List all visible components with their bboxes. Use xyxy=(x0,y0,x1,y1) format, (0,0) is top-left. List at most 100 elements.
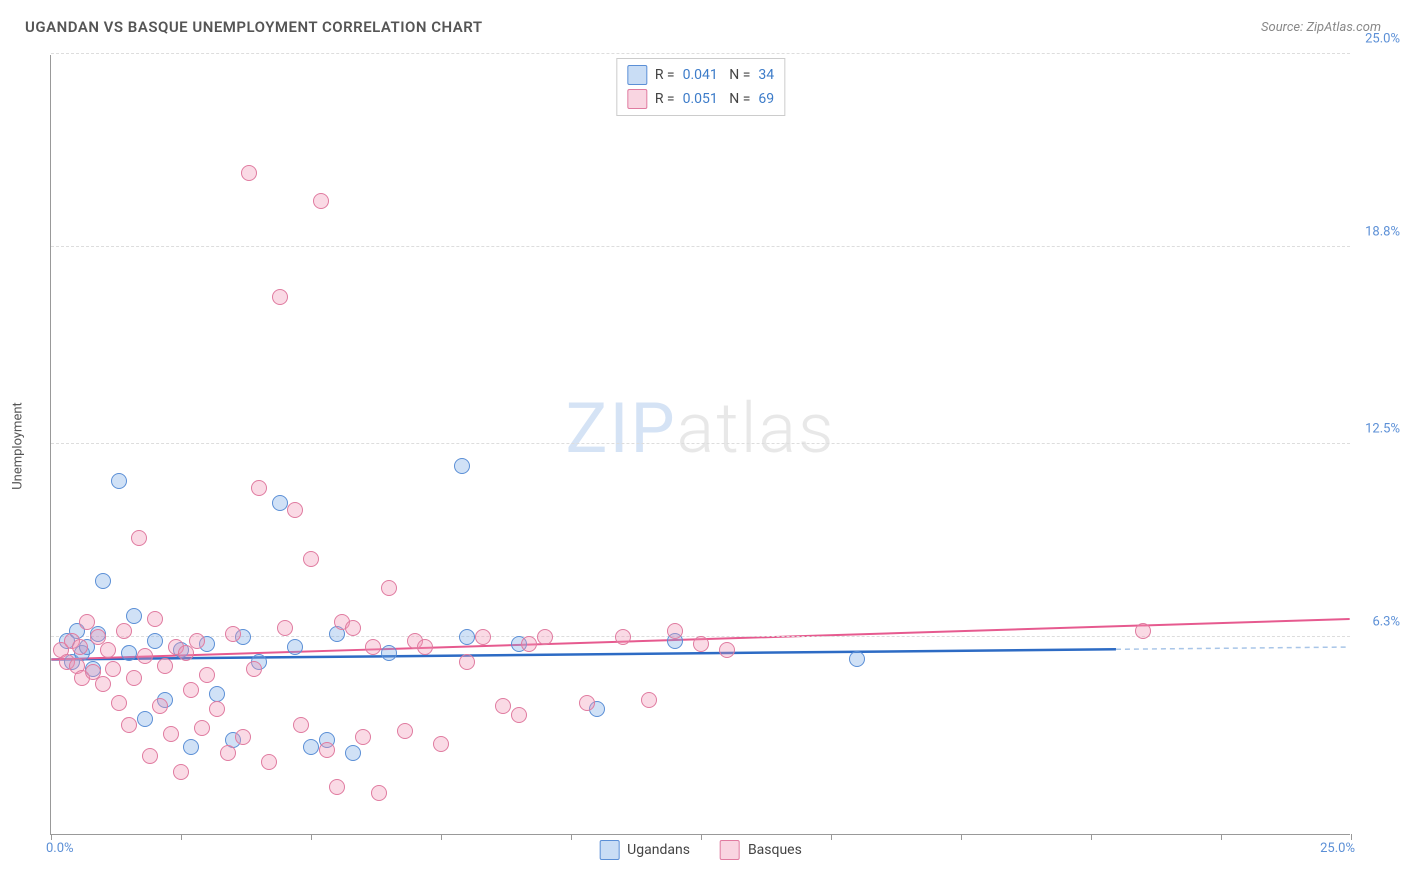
data-point-basques xyxy=(261,754,277,770)
xtick xyxy=(831,834,832,840)
data-point-ugandans xyxy=(345,745,361,761)
data-point-basques xyxy=(579,695,595,711)
n-value-ugandans: 34 xyxy=(758,67,774,83)
data-point-basques xyxy=(319,742,335,758)
chart-title: UGANDAN VS BASQUE UNEMPLOYMENT CORRELATI… xyxy=(25,18,483,36)
stats-row-ugandans: R = 0.041 N = 34 xyxy=(627,63,774,87)
x-origin-label: 0.0% xyxy=(46,841,74,856)
xtick xyxy=(1221,834,1222,840)
trend-line-ugandans xyxy=(51,649,1116,659)
data-point-basques xyxy=(121,717,137,733)
data-point-basques xyxy=(287,502,303,518)
data-point-basques xyxy=(641,692,657,708)
data-point-basques xyxy=(116,623,132,639)
xtick xyxy=(571,834,572,840)
r-label: R = xyxy=(655,91,675,107)
gridline xyxy=(51,443,1350,444)
data-point-ugandans xyxy=(147,633,163,649)
data-point-basques xyxy=(537,629,553,645)
data-point-basques xyxy=(235,729,251,745)
data-point-basques xyxy=(152,698,168,714)
xtick xyxy=(181,834,182,840)
ytick-label: 12.5% xyxy=(1365,422,1400,437)
data-point-basques xyxy=(615,629,631,645)
r-label: R = xyxy=(655,67,675,83)
data-point-ugandans xyxy=(381,645,397,661)
data-point-basques xyxy=(329,779,345,795)
r-value-ugandans: 0.041 xyxy=(683,67,718,83)
data-point-ugandans xyxy=(303,739,319,755)
legend-item-ugandans: Ugandans xyxy=(599,840,690,860)
x-max-label: 25.0% xyxy=(1320,841,1355,856)
data-point-basques xyxy=(183,682,199,698)
data-point-ugandans xyxy=(95,573,111,589)
data-point-basques xyxy=(137,648,153,664)
data-point-basques xyxy=(495,698,511,714)
data-point-ugandans xyxy=(209,686,225,702)
data-point-basques xyxy=(381,580,397,596)
data-point-basques xyxy=(313,193,329,209)
legend-label-ugandans: Ugandans xyxy=(627,842,690,858)
data-point-basques xyxy=(220,745,236,761)
data-point-basques xyxy=(72,639,88,655)
data-point-basques xyxy=(277,620,293,636)
source-attribution: Source: ZipAtlas.com xyxy=(1261,20,1381,35)
swatch-ugandans xyxy=(627,65,647,85)
data-point-basques xyxy=(126,670,142,686)
data-point-basques xyxy=(194,720,210,736)
n-value-basques: 69 xyxy=(758,91,774,107)
chart-header: UGANDAN VS BASQUE UNEMPLOYMENT CORRELATI… xyxy=(0,0,1406,46)
data-point-ugandans xyxy=(183,739,199,755)
data-point-basques xyxy=(272,289,288,305)
data-point-basques xyxy=(142,748,158,764)
y-axis-label: Unemployment xyxy=(11,402,26,490)
legend-item-basques: Basques xyxy=(720,840,802,860)
data-point-basques xyxy=(173,764,189,780)
data-point-basques xyxy=(417,639,433,655)
trend-line-extrapolated-ugandans xyxy=(1116,647,1350,649)
series-legend: Ugandans Basques xyxy=(599,840,802,860)
data-point-basques xyxy=(189,633,205,649)
data-point-basques xyxy=(345,620,361,636)
data-point-ugandans xyxy=(137,711,153,727)
xtick xyxy=(701,834,702,840)
watermark: ZIPatlas xyxy=(566,388,836,470)
data-point-basques xyxy=(199,667,215,683)
data-point-ugandans xyxy=(849,651,865,667)
source-prefix: Source: xyxy=(1261,20,1306,35)
data-point-basques xyxy=(246,661,262,677)
r-value-basques: 0.051 xyxy=(683,91,718,107)
correlation-stats-box: R = 0.041 N = 34 R = 0.051 N = 69 xyxy=(616,58,785,116)
data-point-basques xyxy=(147,611,163,627)
data-point-basques xyxy=(209,701,225,717)
xtick xyxy=(441,834,442,840)
stats-row-basques: R = 0.051 N = 69 xyxy=(627,87,774,111)
data-point-basques xyxy=(667,623,683,639)
data-point-basques xyxy=(511,707,527,723)
data-point-basques xyxy=(95,676,111,692)
data-point-basques xyxy=(365,639,381,655)
data-point-basques xyxy=(157,658,173,674)
swatch-basques xyxy=(627,89,647,109)
data-point-basques xyxy=(251,480,267,496)
xtick xyxy=(1351,834,1352,840)
data-point-basques xyxy=(100,642,116,658)
legend-label-basques: Basques xyxy=(748,842,802,858)
data-point-ugandans xyxy=(287,639,303,655)
data-point-basques xyxy=(719,642,735,658)
gridline xyxy=(51,246,1350,247)
data-point-ugandans xyxy=(454,458,470,474)
scatter-plot-area: ZIPatlas R = 0.041 N = 34 R = 0.051 N = … xyxy=(50,55,1350,835)
xtick xyxy=(311,834,312,840)
data-point-basques xyxy=(79,614,95,630)
n-label: N = xyxy=(726,91,751,107)
data-point-basques xyxy=(693,636,709,652)
data-point-basques xyxy=(303,551,319,567)
watermark-atlas: atlas xyxy=(677,388,836,470)
legend-swatch-ugandans xyxy=(599,840,619,860)
gridline xyxy=(51,53,1350,54)
data-point-ugandans xyxy=(126,608,142,624)
data-point-basques xyxy=(521,636,537,652)
data-point-basques xyxy=(293,717,309,733)
data-point-basques xyxy=(241,165,257,181)
